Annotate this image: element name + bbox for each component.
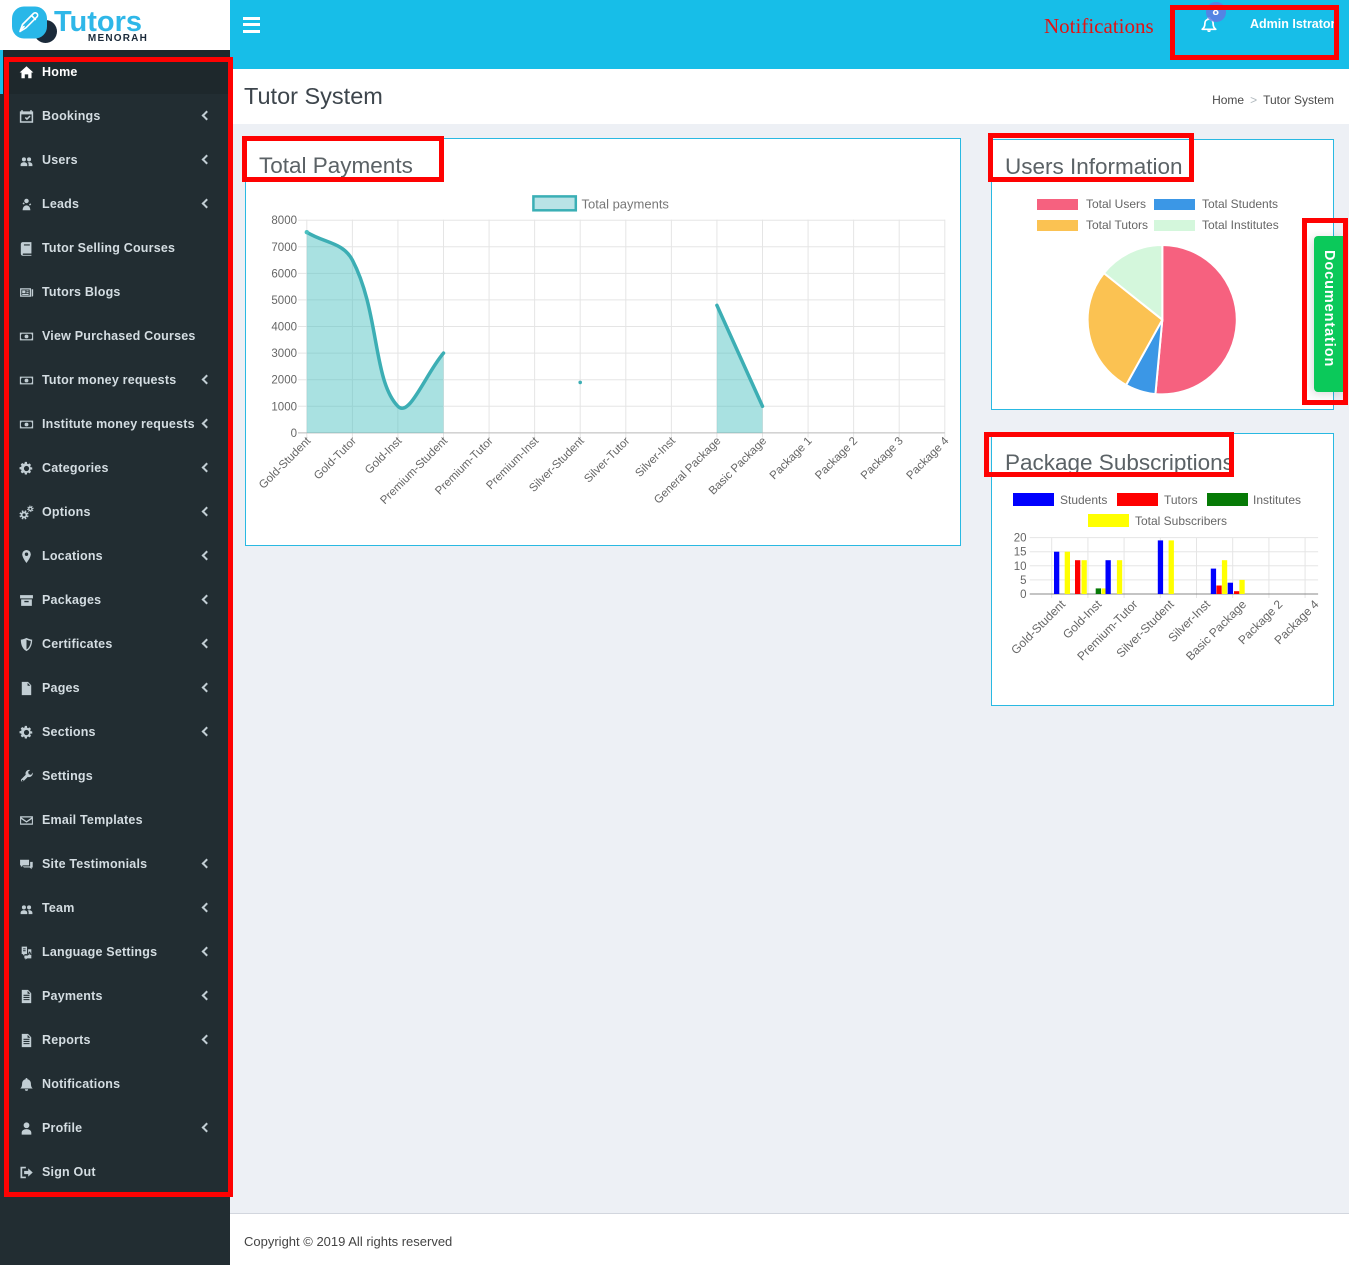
svg-text:Silver-Inst: Silver-Inst: [633, 435, 678, 480]
svg-text:5000: 5000: [271, 295, 297, 307]
svg-text:Package 3: Package 3: [859, 435, 906, 482]
svg-text:Package 1: Package 1: [768, 435, 815, 482]
svg-text:Package 2: Package 2: [813, 435, 860, 482]
svg-text:5: 5: [1020, 575, 1026, 587]
svg-text:20: 20: [1014, 533, 1027, 545]
svg-text:Package 4: Package 4: [904, 435, 951, 482]
svg-text:1000: 1000: [271, 401, 297, 413]
svg-text:4000: 4000: [271, 322, 297, 334]
svg-text:15: 15: [1014, 547, 1027, 559]
svg-text:6000: 6000: [271, 268, 297, 280]
svg-text:3000: 3000: [271, 348, 297, 360]
svg-text:Gold-Tutor: Gold-Tutor: [312, 435, 359, 482]
svg-text:Total payments: Total payments: [582, 197, 670, 212]
svg-text:Gold-Student: Gold-Student: [1008, 597, 1068, 657]
svg-text:Tutors: Tutors: [54, 6, 142, 38]
svg-text:Silver-Tutor: Silver-Tutor: [582, 435, 632, 485]
svg-text:10: 10: [1014, 561, 1027, 573]
svg-text:2000: 2000: [271, 375, 297, 387]
svg-text:MENORAH: MENORAH: [88, 33, 148, 44]
svg-text:7000: 7000: [271, 242, 297, 254]
svg-text:Gold-Student: Gold-Student: [257, 435, 314, 492]
svg-text:Gold-Inst: Gold-Inst: [363, 435, 405, 477]
svg-text:0: 0: [291, 428, 297, 440]
svg-text:8000: 8000: [271, 215, 297, 227]
svg-text:0: 0: [1020, 589, 1026, 601]
